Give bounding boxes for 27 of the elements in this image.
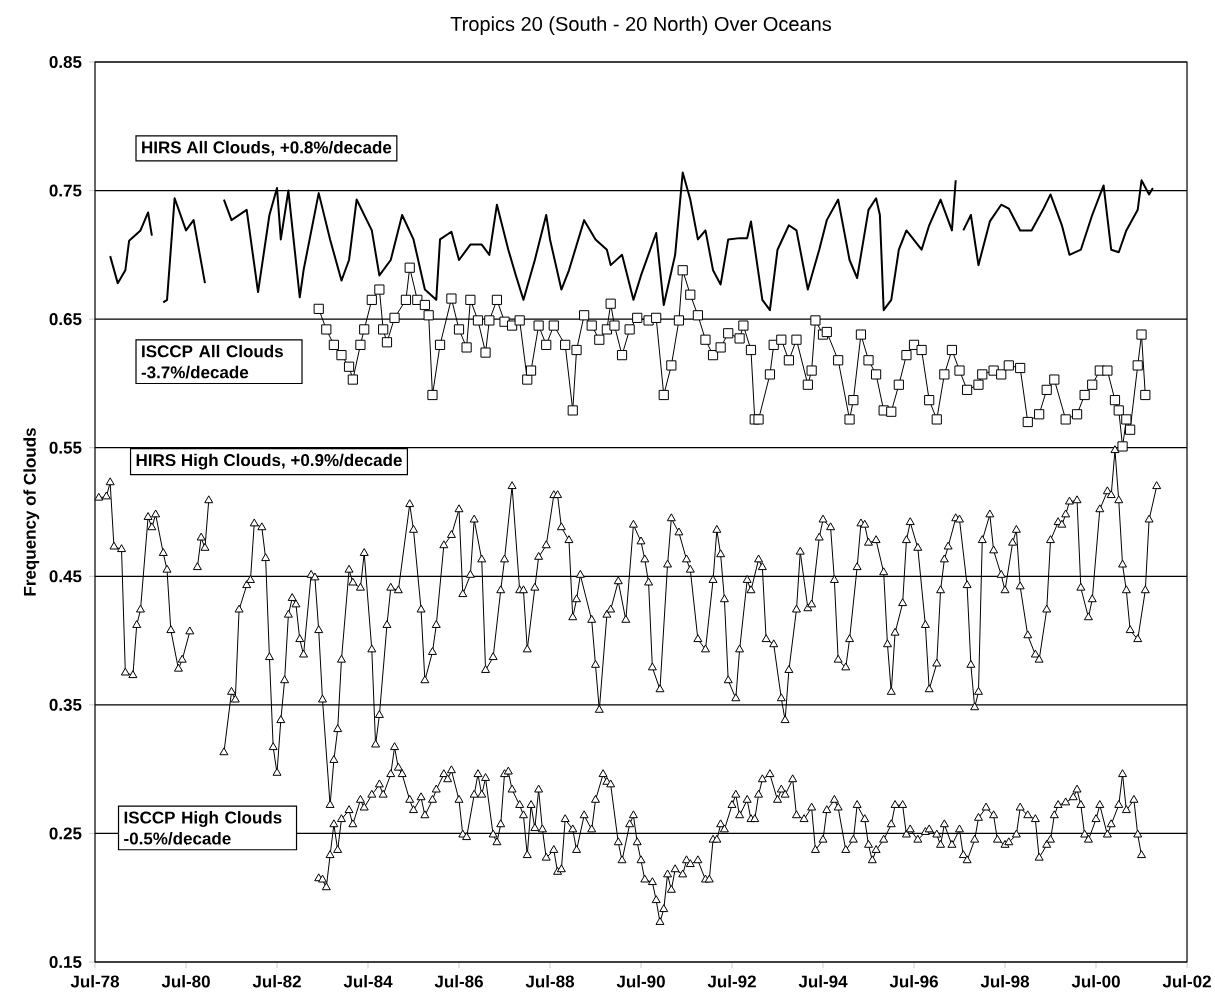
x-tick-label: Jul-92 — [707, 975, 756, 988]
y-tick-label: 0.15 — [49, 955, 82, 969]
annotation: ISCCP High Clouds -0.5%/decade — [124, 811, 282, 845]
annotation: ISCCP All Clouds -3.7%/decade — [141, 344, 283, 379]
x-tick-label: Jul-78 — [70, 975, 120, 988]
x-tick-label: Jul-98 — [980, 975, 1030, 988]
y-tick-label: 0.45 — [49, 570, 82, 583]
x-tick-label: Jul-00 — [1071, 975, 1120, 988]
y-tick-label: 0.65 — [49, 313, 82, 326]
annotation: HIRS High Clouds, +0.9%/decade — [136, 453, 402, 470]
x-tick-label: Jul-84 — [343, 975, 393, 988]
x-tick-label: Jul-88 — [525, 975, 575, 988]
y-tick-label: 0.35 — [49, 698, 82, 711]
x-tick-label: Jul-94 — [798, 975, 848, 988]
y-tick-label: 0.55 — [49, 441, 82, 454]
y-tick-label: 0.75 — [49, 184, 82, 197]
x-tick-label: Jul-96 — [889, 975, 938, 988]
x-tick-label: Jul-86 — [434, 975, 483, 988]
x-tick-label: Jul-02 — [1162, 975, 1211, 988]
y-tick-label: 0.25 — [49, 827, 82, 840]
chart-title: Tropics 20 (South - 20 North) Over Oceans — [450, 16, 832, 35]
y-axis-title: Frequency of Clouds — [23, 428, 40, 596]
y-tick-label: 0.85 — [49, 55, 82, 68]
x-tick-label: Jul-90 — [616, 975, 665, 988]
x-tick-label: Jul-82 — [252, 975, 301, 988]
x-tick-label: Jul-80 — [161, 975, 210, 988]
annotation: HIRS All Clouds, +0.8%/decade — [142, 140, 392, 156]
